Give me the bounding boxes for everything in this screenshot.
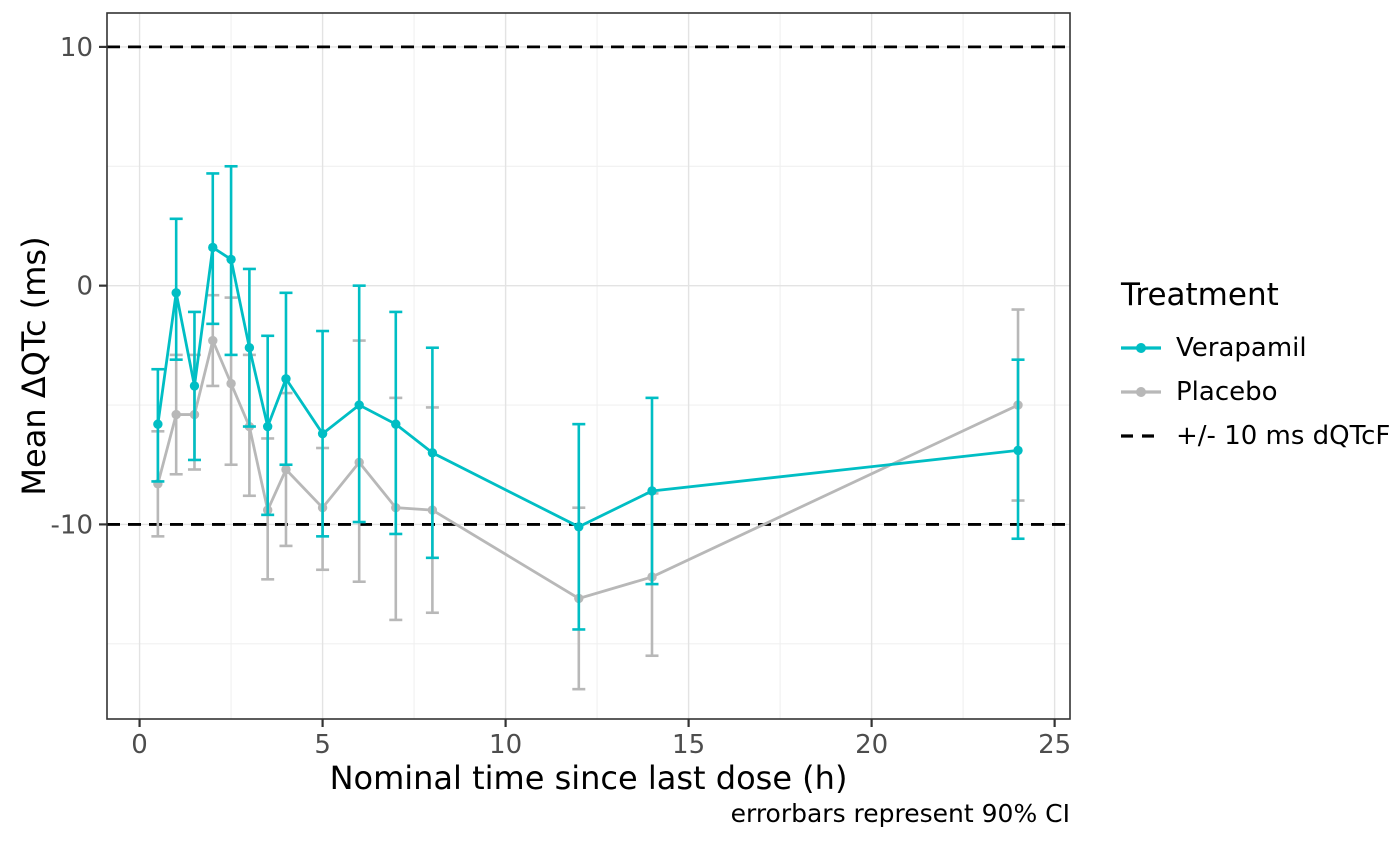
- x-tick-label: 10: [489, 730, 522, 760]
- placebo-key-icon: [1121, 387, 1161, 397]
- verapamil-point: [281, 374, 291, 384]
- verapamil-point: [171, 288, 181, 298]
- plot-caption: errorbars represent 90% CI: [730, 799, 1070, 828]
- verapamil-point: [262, 421, 273, 432]
- legend-item-placebo: Placebo: [1121, 377, 1391, 407]
- verapamil-point: [208, 242, 218, 253]
- verapamil-point: [153, 419, 163, 429]
- verapamil-point: [391, 419, 401, 429]
- legend-title: Treatment: [1121, 277, 1279, 313]
- legend-label-placebo: Placebo: [1176, 377, 1278, 407]
- verapamil-point: [354, 400, 364, 410]
- placebo-point: [208, 335, 218, 346]
- x-tick-label: 25: [1038, 730, 1071, 760]
- x-tick-label: 15: [672, 730, 705, 760]
- legend-item-verapamil: Verapamil: [1121, 333, 1391, 363]
- x-tick-label: 20: [855, 730, 888, 760]
- verapamil-point: [226, 254, 236, 265]
- placebo-point: [171, 409, 181, 420]
- legend-label-dqtcf-threshold: +/- 10 ms dQTcF: [1176, 421, 1391, 451]
- dashed-line-key-icon: [1121, 434, 1161, 438]
- y-tick-label: -10: [51, 510, 93, 540]
- placebo-point: [226, 378, 236, 389]
- panel-border: [106, 12, 1071, 720]
- verapamil-key-icon: [1121, 343, 1161, 353]
- x-tick-label: 5: [314, 730, 331, 760]
- legend-item-dqtcf-threshold: +/- 10 ms dQTcF: [1121, 421, 1391, 451]
- y-tick-label: 0: [76, 272, 93, 302]
- y-axis-title: Mean ΔQTc (ms): [15, 236, 53, 496]
- placebo-point: [281, 464, 291, 475]
- verapamil-point: [427, 448, 438, 458]
- verapamil-point: [189, 381, 200, 391]
- legend-label-verapamil: Verapamil: [1176, 333, 1307, 363]
- verapamil-point: [647, 486, 657, 496]
- verapamil-point: [244, 343, 255, 353]
- verapamil-point: [317, 428, 328, 439]
- x-tick-label: 0: [131, 730, 148, 760]
- verapamil-point: [1013, 445, 1023, 456]
- y-tick-label: 10: [60, 33, 93, 63]
- verapamil-point: [574, 522, 584, 532]
- legend: Treatment Verapamil Placebo +/- 10 ms dQ…: [1121, 277, 1391, 465]
- x-axis-title: Nominal time since last dose (h): [329, 759, 848, 797]
